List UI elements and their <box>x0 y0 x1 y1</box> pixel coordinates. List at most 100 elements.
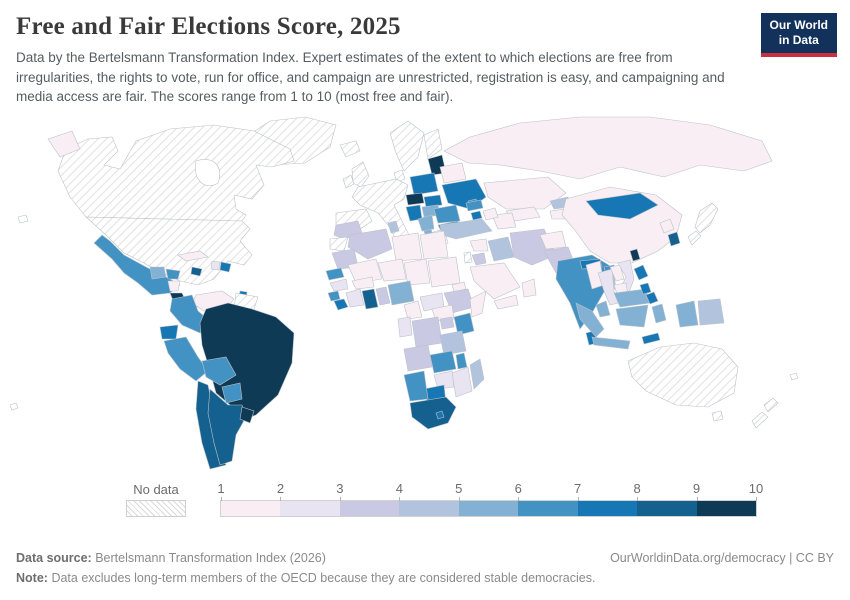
country-guinea[interactable] <box>329 278 349 292</box>
country-dr-congo[interactable] <box>411 316 443 348</box>
country-israel[interactable] <box>463 251 473 264</box>
country-philippines-1[interactable] <box>633 264 649 281</box>
country-nigeria[interactable] <box>387 280 415 306</box>
legend-bin-3-4[interactable] <box>339 500 400 516</box>
country-cuba[interactable] <box>177 250 209 262</box>
country-honduras[interactable] <box>165 268 181 279</box>
country-south-korea[interactable] <box>667 231 681 247</box>
country-japan-south[interactable] <box>687 230 702 246</box>
country-benin[interactable] <box>375 286 391 306</box>
country-jordan[interactable] <box>471 252 487 266</box>
legend-bin-9-10[interactable] <box>696 500 756 516</box>
country-mali[interactable] <box>347 258 383 284</box>
country-indonesia-papua[interactable] <box>675 300 699 328</box>
country-chad[interactable] <box>403 258 431 286</box>
country-yemen[interactable] <box>493 294 519 310</box>
country-eritrea[interactable] <box>451 281 467 293</box>
country-angola[interactable] <box>403 344 433 372</box>
country-bolivia[interactable] <box>201 356 237 386</box>
country-lesotho[interactable] <box>435 410 445 420</box>
country-tasmania[interactable] <box>711 410 724 422</box>
country-sierra-leone[interactable] <box>327 290 341 302</box>
country-mongolia[interactable] <box>585 192 659 219</box>
country-malaysia[interactable] <box>595 300 611 318</box>
no-data-swatch[interactable] <box>126 499 186 517</box>
country-congo[interactable] <box>397 316 413 338</box>
legend-bin-6-7[interactable] <box>518 500 578 516</box>
country-sudan[interactable] <box>427 256 461 288</box>
country-niger[interactable] <box>377 258 407 282</box>
country-indonesia-sumatra[interactable] <box>575 302 605 338</box>
legend-bin-5-6[interactable] <box>458 500 519 516</box>
legend-bin-2-3[interactable] <box>280 500 340 516</box>
owid-logo[interactable]: Our World in Data <box>760 13 837 57</box>
country-united-kingdom[interactable] <box>351 161 370 188</box>
country-finland[interactable] <box>423 128 443 160</box>
country-georgia[interactable] <box>465 199 484 212</box>
country-paraguay[interactable] <box>221 382 243 404</box>
country-argentina[interactable] <box>207 388 247 466</box>
country-uruguay[interactable] <box>239 406 255 424</box>
owid-link[interactable]: OurWorldinData.org/democracy | CC BY <box>610 551 834 566</box>
country-taiwan[interactable] <box>629 248 641 262</box>
country-kenya[interactable] <box>453 312 475 336</box>
country-cote-divoire[interactable] <box>345 288 365 308</box>
country-indonesia-borneo[interactable] <box>615 304 649 328</box>
country-afghanistan[interactable] <box>539 230 567 250</box>
country-peru[interactable] <box>163 336 209 382</box>
country-japan[interactable] <box>694 202 719 234</box>
country-iceland[interactable] <box>339 140 361 158</box>
country-madagascar[interactable] <box>469 358 485 390</box>
country-canada[interactable] <box>57 124 295 221</box>
country-armenia[interactable] <box>470 210 483 221</box>
country-indonesia-java[interactable] <box>591 336 631 350</box>
country-senegal[interactable] <box>325 267 345 281</box>
country-liberia[interactable] <box>333 298 349 311</box>
country-mozambique[interactable] <box>451 366 473 398</box>
country-ghana[interactable] <box>361 288 379 310</box>
country-zambia[interactable] <box>429 350 457 374</box>
country-western-sahara[interactable] <box>329 236 349 252</box>
country-ecuador[interactable] <box>159 324 179 339</box>
country-namibia[interactable] <box>403 370 429 402</box>
country-malawi[interactable] <box>455 352 468 370</box>
country-iraq[interactable] <box>487 236 515 262</box>
country-oman[interactable] <box>521 278 537 298</box>
country-somalia[interactable] <box>469 290 487 318</box>
legend-bin-1-2[interactable] <box>221 500 281 516</box>
legend-no-data[interactable]: No data <box>126 482 186 517</box>
country-czechia[interactable] <box>405 192 425 206</box>
country-uganda[interactable] <box>439 316 455 330</box>
country-haiti[interactable] <box>210 260 221 271</box>
legend-bin-8-9[interactable] <box>637 500 697 516</box>
country-algeria[interactable] <box>347 228 393 260</box>
country-guatemala[interactable] <box>149 266 167 280</box>
country-north-korea[interactable] <box>659 218 675 234</box>
country-ireland[interactable] <box>342 174 355 189</box>
country-philippines-2[interactable] <box>639 282 652 295</box>
country-poland[interactable] <box>409 172 439 196</box>
country-saudi-arabia[interactable] <box>469 262 521 300</box>
country-serbia[interactable] <box>417 214 435 232</box>
country-papua-new-guinea[interactable] <box>697 298 725 326</box>
country-timor-leste[interactable] <box>641 332 661 345</box>
legend-bin-7-8[interactable] <box>577 500 638 516</box>
country-belarus[interactable] <box>439 162 467 184</box>
country-tanzania[interactable] <box>439 330 467 356</box>
country-new-zealand-north[interactable] <box>763 397 779 413</box>
country-libya[interactable] <box>391 232 423 262</box>
country-new-zealand-south[interactable] <box>751 411 769 429</box>
country-romania[interactable] <box>433 204 461 224</box>
country-russia[interactable] <box>443 116 773 179</box>
country-scandinavia[interactable] <box>389 120 425 172</box>
legend-bin-4-5[interactable] <box>399 500 459 516</box>
country-kazakhstan[interactable] <box>483 176 567 209</box>
country-russia-chukotka[interactable] <box>47 130 81 158</box>
country-philippines-3[interactable] <box>645 291 659 305</box>
country-tunisia[interactable] <box>387 220 400 234</box>
country-indonesia-sulawesi[interactable] <box>651 303 667 324</box>
country-burkina-faso[interactable] <box>351 276 375 290</box>
country-azerbaijan[interactable] <box>482 207 499 221</box>
country-nicaragua[interactable] <box>167 280 181 291</box>
country-south-africa[interactable] <box>409 396 457 430</box>
